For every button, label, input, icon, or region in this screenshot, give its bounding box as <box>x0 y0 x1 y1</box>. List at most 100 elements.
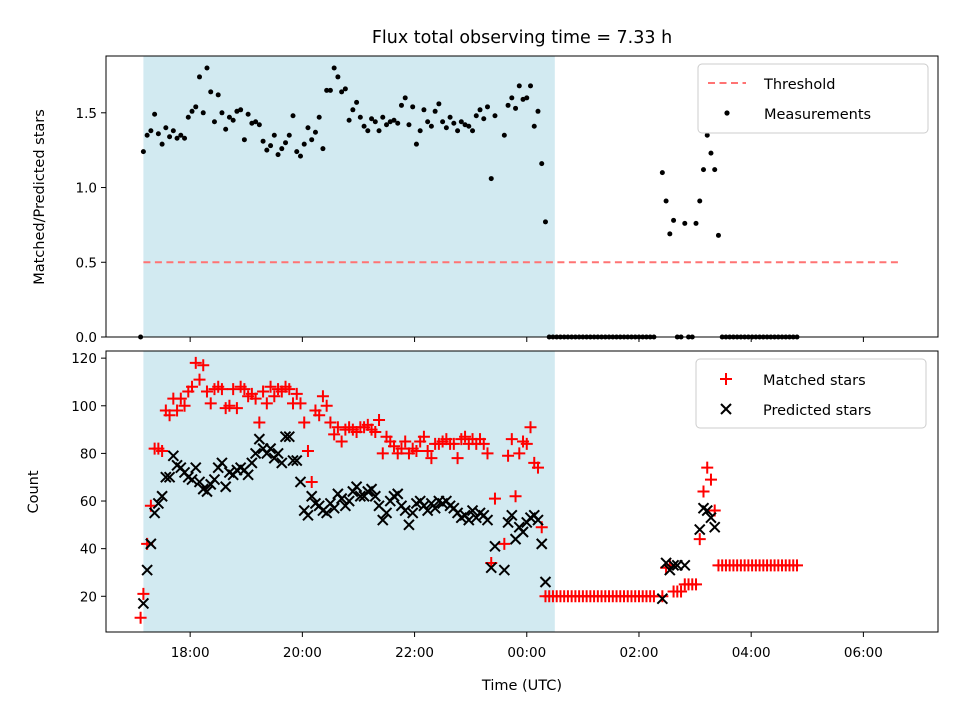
predicted-stars-marker <box>421 504 434 517</box>
measurement-point <box>488 176 494 182</box>
matched-stars-marker <box>227 383 240 396</box>
matched-stars-marker <box>701 461 714 474</box>
predicted-stars-marker <box>167 450 180 462</box>
predicted-stars-marker <box>156 490 168 502</box>
predicted-stars-marker <box>399 504 411 517</box>
matched-stars-marker <box>447 437 460 450</box>
predicted-stars-marker <box>287 454 299 467</box>
y-tick-label: 40 <box>80 542 97 558</box>
matched-stars-marker <box>320 399 333 412</box>
measurement-point <box>700 167 706 173</box>
measurement-point <box>501 132 507 138</box>
measurement-point <box>223 126 229 132</box>
matched-stars-marker <box>134 611 147 624</box>
measurement-point <box>410 104 416 110</box>
measurement-point <box>286 132 292 138</box>
matched-stars-marker <box>395 442 408 455</box>
predicted-stars-marker <box>208 473 221 486</box>
measurement-point <box>301 141 307 147</box>
measurement-point <box>712 167 718 173</box>
predicted-stars-marker <box>276 457 288 469</box>
counts-axes-frame <box>105 350 939 633</box>
measurement-point <box>241 137 247 143</box>
measurement-point <box>535 108 541 114</box>
measurement-point <box>361 123 367 129</box>
matched-stars-marker <box>690 578 703 591</box>
y-tick-label: 100 <box>71 399 97 415</box>
predicted-stars-marker <box>429 502 441 514</box>
measurement-point <box>704 132 710 138</box>
predicted-stars-marker <box>660 557 672 569</box>
measurement-point <box>451 120 457 126</box>
measurement-point <box>387 119 393 125</box>
measurement-point <box>693 220 699 226</box>
measurement-point <box>455 128 461 134</box>
measurement-point <box>148 128 154 134</box>
measurement-point <box>398 102 404 108</box>
matched-stars-marker <box>656 590 669 603</box>
matched-stars-marker <box>399 435 412 448</box>
matched-stars-marker <box>451 452 464 465</box>
matched-stars-marker <box>178 399 191 412</box>
predicted-stars-marker <box>694 523 706 536</box>
predicted-stars-marker <box>343 495 355 507</box>
predicted-stars-marker <box>539 576 552 588</box>
predicted-stars-marker <box>272 447 284 460</box>
measurement-point <box>170 128 176 134</box>
measurement-point <box>671 217 677 223</box>
measurement-point <box>443 125 449 131</box>
predicted-stars-marker <box>291 454 303 467</box>
matched-stars-marker <box>249 392 262 405</box>
matched-stars-marker <box>290 387 303 400</box>
measurement-point <box>178 132 184 138</box>
chart-title: Flux total observing time = 7.33 h <box>372 28 672 48</box>
matched-stars-marker <box>305 475 318 488</box>
measurement-point <box>335 74 341 80</box>
measurement-point <box>264 147 270 153</box>
matched-stars-marker <box>197 359 210 372</box>
measurement-point <box>659 170 665 176</box>
measurement-point <box>402 95 408 101</box>
predicted-stars-marker <box>485 561 497 574</box>
y-tick-label: 1.0 <box>76 181 97 197</box>
measurement-point <box>327 87 333 93</box>
matched-stars-marker <box>520 437 533 450</box>
measurement-point <box>305 125 311 131</box>
measurement-point <box>290 113 296 119</box>
measurement-point <box>682 220 688 226</box>
legend-predicted-swatch <box>720 403 732 415</box>
predicted-stars-marker <box>201 485 213 498</box>
matched-stars-marker <box>502 449 515 462</box>
predicted-stars-marker <box>354 490 367 502</box>
predicted-stars-marker <box>463 514 475 526</box>
predicted-stars-marker <box>186 473 198 486</box>
matched-stars-marker <box>264 380 277 393</box>
matched-stars-marker <box>253 416 266 429</box>
measurement-point <box>458 119 464 125</box>
y-tick-label: 120 <box>71 351 97 367</box>
measurement-point <box>234 108 240 114</box>
matched-stars-marker <box>328 428 341 441</box>
predicted-stars-marker <box>403 519 415 531</box>
matched-stars-marker <box>387 440 400 453</box>
predicted-stars-marker <box>377 514 389 526</box>
matched-stars-marker <box>498 537 511 550</box>
y-tick-label: 0.0 <box>76 330 97 346</box>
predicted-stars-marker <box>302 509 314 522</box>
measurement-point <box>155 131 161 137</box>
predicted-stars-marker <box>517 526 529 538</box>
measurement-point <box>462 122 468 128</box>
matched-stars-marker <box>156 445 169 458</box>
matched-stars-marker <box>186 380 199 393</box>
matched-stars-marker <box>257 385 270 398</box>
matched-stars-marker <box>505 433 518 446</box>
ratio-y-axis-label: Matched/Predicted stars <box>32 109 48 285</box>
x-tick-label: 18:00 <box>171 645 210 661</box>
x-axis-label: Time (UTC) <box>481 678 562 694</box>
measurement-point <box>226 114 232 120</box>
measurement-point <box>436 101 442 107</box>
measurement-point <box>350 107 356 113</box>
counts-panel: 20 40 60 80 100 120 18:00 20:00 22:00 00:00 02:00… <box>26 350 939 694</box>
matched-stars-marker <box>204 397 217 410</box>
predicted-stars-marker <box>701 504 713 517</box>
